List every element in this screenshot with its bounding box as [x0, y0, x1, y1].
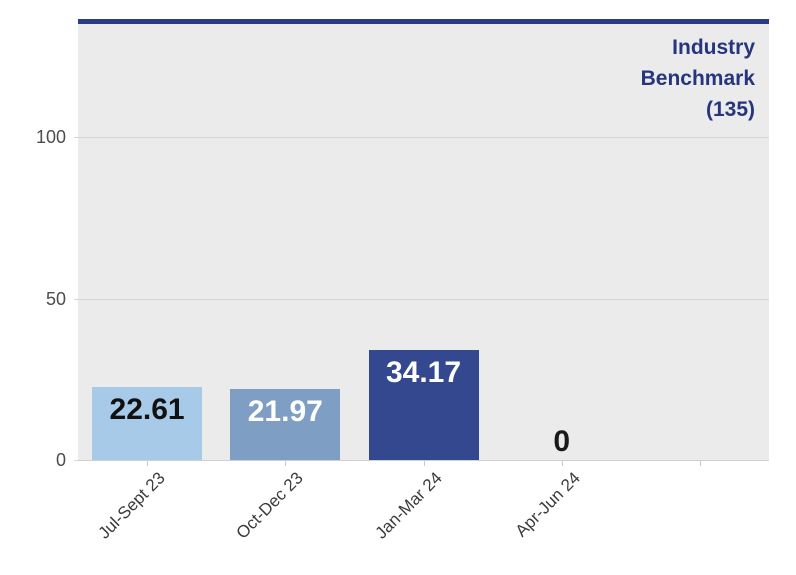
benchmark-label-line-2: Benchmark	[640, 67, 755, 90]
bar-Oct-Dec 23[interactable]	[230, 389, 341, 460]
bar-Jul-Sept 23[interactable]	[92, 386, 203, 460]
benchmark-label-line-1: Industry	[672, 36, 755, 59]
x-axis-tick-3	[423, 461, 425, 466]
bar-value-label-Apr-Jun 24: 0	[553, 425, 571, 458]
y-axis-tick-50	[74, 298, 78, 300]
x-axis-label-Jul-Sept 23: Jul-Sept 23	[94, 468, 169, 543]
benchmark-line	[78, 19, 769, 24]
x-axis-tick-5	[699, 461, 701, 466]
bar-value-label-Oct-Dec 23: 21.97	[247, 395, 323, 429]
bar-value-label-Jul-Sept 23: 22.61	[109, 392, 185, 426]
x-axis-label-Oct-Dec 23: Oct-Dec 23	[232, 468, 308, 543]
benchmark-label-line-3: (135)	[705, 98, 755, 121]
bar-Jan-Mar 24[interactable]	[368, 349, 479, 460]
y-axis-label-0: 0	[55, 450, 66, 470]
x-axis-tick-4	[561, 461, 563, 466]
x-axis-line	[78, 460, 769, 461]
gridline-50	[78, 298, 769, 300]
y-axis-label-50: 50	[45, 288, 66, 309]
x-axis-tick-1	[147, 461, 149, 466]
x-axis-tick-2	[285, 461, 287, 466]
benchmark-label: Industry Benchmark (135)	[641, 32, 755, 125]
bar-value-label-Jan-Mar 24: 34.17	[385, 355, 462, 389]
gridline-100	[78, 137, 769, 139]
x-axis-label-Jan-Mar 24: Jan-Mar 24	[370, 468, 446, 543]
y-axis-tick-100	[74, 137, 78, 139]
y-axis-tick-0	[74, 460, 78, 461]
x-axis-label-Apr-Jun 24: Apr-Jun 24	[511, 468, 584, 541]
y-axis-label-100: 100	[35, 127, 66, 148]
